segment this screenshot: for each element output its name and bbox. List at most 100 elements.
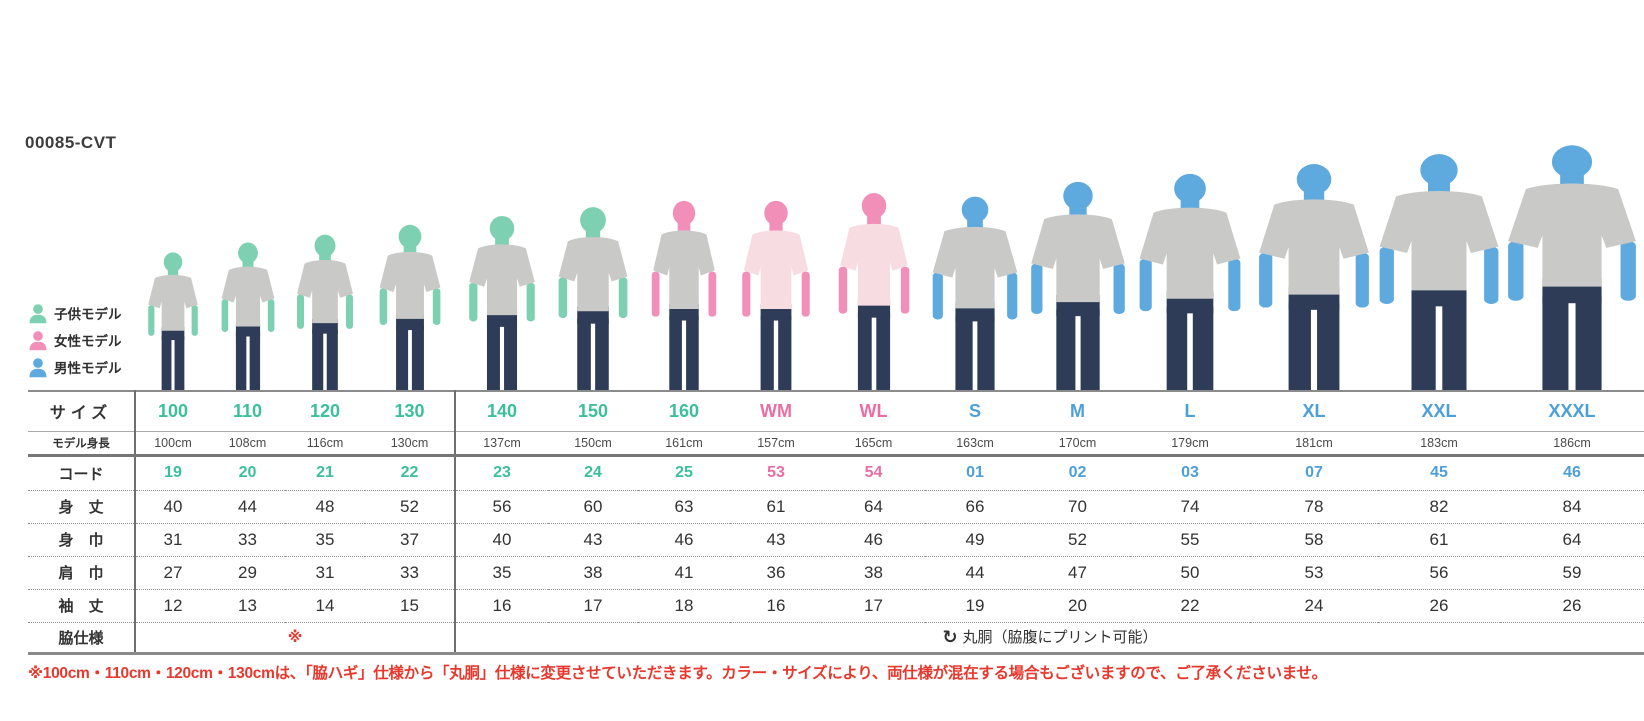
shoulder_width-cell-100: 27 — [135, 556, 210, 590]
row-header-size: サイズ — [28, 391, 136, 432]
body_width-cell-S: 49 — [925, 523, 1025, 557]
model-figure-160 — [642, 197, 726, 390]
size-cell-100: 100 — [135, 391, 210, 432]
body_length-cell-120: 48 — [285, 490, 365, 524]
body_width-cell-130: 37 — [365, 523, 456, 557]
male-model-icon — [28, 357, 48, 378]
model-figure-M — [1026, 179, 1130, 390]
code-cell-L: 03 — [1130, 455, 1250, 491]
size-cell-XL: XL — [1250, 391, 1378, 432]
size-cell-L: L — [1130, 391, 1250, 432]
body_length-cell-WM: 61 — [730, 490, 822, 524]
body_length-cell-150: 60 — [548, 490, 638, 524]
body_length-cell-M: 70 — [1025, 490, 1130, 524]
model_height-cell-L: 179cm — [1130, 431, 1250, 457]
code-cell-WM: 53 — [730, 455, 822, 491]
legend-label-female: 女性モデル — [54, 334, 122, 349]
code-cell-140: 23 — [455, 455, 548, 491]
body_length-cell-S: 66 — [925, 490, 1025, 524]
sleeve_length-cell-110: 13 — [210, 589, 285, 623]
body_width-cell-110: 33 — [210, 523, 285, 557]
model_height-cell-150: 150cm — [548, 431, 638, 457]
model-figure-S — [928, 194, 1022, 390]
model_height-cell-XXXL: 186cm — [1500, 431, 1644, 457]
sleeve_length-cell-140: 16 — [455, 589, 548, 623]
body_length-cell-L: 74 — [1130, 490, 1250, 524]
row-header-side_spec: 脇仕様 — [28, 622, 136, 653]
model-figure-XXL — [1373, 151, 1505, 390]
legend-label-child: 子供モデル — [54, 307, 122, 322]
row-header-body_width: 身 巾 — [28, 523, 136, 557]
body_width-cell-XXXL: 64 — [1500, 523, 1644, 557]
code-cell-XXXL: 46 — [1500, 455, 1644, 491]
model_height-cell-WL: 165cm — [822, 431, 925, 457]
code-cell-XL: 07 — [1250, 455, 1378, 491]
body_width-cell-XXL: 61 — [1378, 523, 1500, 557]
round-body-icon: ↻ — [942, 627, 958, 647]
size-cell-M: M — [1025, 391, 1130, 432]
code-cell-160: 25 — [638, 455, 730, 491]
side-spec-note-mark: ※ — [135, 622, 456, 653]
female-model-icon — [28, 330, 48, 351]
shoulder_width-cell-M: 47 — [1025, 556, 1130, 590]
product-code: 00085-CVT — [25, 133, 117, 152]
sleeve_length-cell-S: 19 — [925, 589, 1025, 623]
model_height-cell-S: 163cm — [925, 431, 1025, 457]
sleeve_length-cell-WM: 16 — [730, 589, 822, 623]
body_width-cell-160: 46 — [638, 523, 730, 557]
body_width-cell-XL: 58 — [1250, 523, 1378, 557]
sleeve_length-cell-100: 12 — [135, 589, 210, 623]
sleeve_length-cell-XXXL: 26 — [1500, 589, 1644, 623]
code-cell-150: 24 — [548, 455, 638, 491]
sleeve_length-cell-120: 14 — [285, 589, 365, 623]
sleeve_length-cell-130: 15 — [365, 589, 456, 623]
size-cell-130: 130 — [365, 391, 456, 432]
shoulder_width-cell-WM: 36 — [730, 556, 822, 590]
size-cell-S: S — [925, 391, 1025, 432]
sleeve_length-cell-L: 22 — [1130, 589, 1250, 623]
model_height-cell-M: 170cm — [1025, 431, 1130, 457]
footnote-text: ※100cm・110cm・120cm・130cmは、「脇ハギ」仕様から「丸胴」仕… — [28, 665, 1327, 682]
row-header-model_height: モデル身長 — [28, 431, 136, 457]
sleeve_length-cell-XXL: 26 — [1378, 589, 1500, 623]
size-cell-XXXL: XXXL — [1500, 391, 1644, 432]
shoulder_width-cell-XXXL: 59 — [1500, 556, 1644, 590]
model-figure-150 — [550, 204, 636, 390]
shoulder_width-cell-110: 29 — [210, 556, 285, 590]
side-spec-text: 丸胴（脇腹にプリント可能） — [962, 629, 1158, 646]
legend-label-male: 男性モデル — [54, 361, 122, 376]
model-figure-L — [1134, 171, 1246, 390]
model-legend: 子供モデル 女性モデル 男性モデル — [28, 302, 122, 378]
body_width-cell-WL: 46 — [822, 523, 925, 557]
shoulder_width-cell-120: 31 — [285, 556, 365, 590]
body_length-cell-XXXL: 84 — [1500, 490, 1644, 524]
model-figure-WM — [732, 197, 820, 390]
code-cell-M: 02 — [1025, 455, 1130, 491]
body_length-cell-160: 63 — [638, 490, 730, 524]
row-header-sleeve_length: 袖 丈 — [28, 589, 136, 623]
model_height-cell-XL: 181cm — [1250, 431, 1378, 457]
sleeve_length-cell-XL: 24 — [1250, 589, 1378, 623]
code-cell-130: 22 — [365, 455, 456, 491]
model-figure-140 — [461, 213, 543, 390]
model_height-cell-WM: 157cm — [730, 431, 822, 457]
code-cell-100: 19 — [135, 455, 210, 491]
model-figure-120 — [290, 232, 360, 390]
body_width-cell-120: 35 — [285, 523, 365, 557]
model-figure-WL — [828, 189, 920, 390]
shoulder_width-cell-L: 50 — [1130, 556, 1250, 590]
models-area: 子供モデル 女性モデル 男性モデル — [28, 145, 1636, 390]
shoulder_width-cell-XL: 53 — [1250, 556, 1378, 590]
row-header-body_length: 身 丈 — [28, 490, 136, 524]
size-cell-140: 140 — [455, 391, 548, 432]
code-cell-WL: 54 — [822, 455, 925, 491]
sleeve_length-cell-160: 18 — [638, 589, 730, 623]
size-cell-150: 150 — [548, 391, 638, 432]
size-table: サイズ 100 110 120 130 140 150 160 WM WL S M L XL XXL XXXL… — [28, 390, 1644, 655]
body_length-cell-XL: 78 — [1250, 490, 1378, 524]
body_width-cell-100: 31 — [135, 523, 210, 557]
body_length-cell-100: 40 — [135, 490, 210, 524]
code-cell-120: 21 — [285, 455, 365, 491]
code-cell-110: 20 — [210, 455, 285, 491]
